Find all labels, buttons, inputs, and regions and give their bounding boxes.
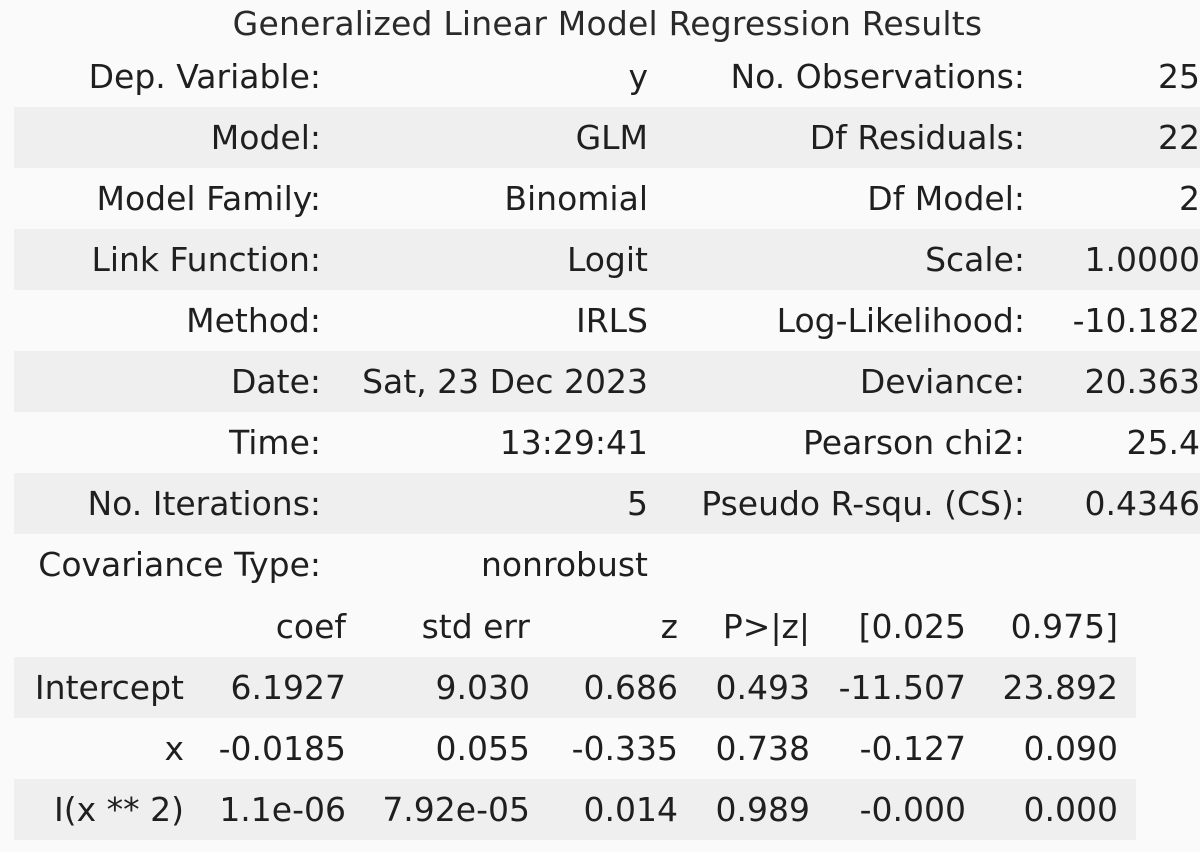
summary-row: Link Function: Logit Scale: 1.0000	[14, 229, 1200, 290]
summary-label: Df Model:	[867, 179, 1025, 218]
coef-cell: 0.014	[530, 779, 678, 840]
summary-label: Link Function:	[14, 229, 321, 290]
summary-label: Df Residuals:	[648, 107, 1025, 168]
coef-cell: 9.030	[346, 657, 530, 718]
summary-label: No. Iterations:	[14, 473, 321, 534]
summary-label: Dep. Variable:	[88, 57, 321, 96]
summary-label: Time:	[229, 423, 321, 462]
term-name: Intercept	[14, 657, 184, 718]
coef-cell: -0.335	[571, 729, 678, 768]
summary-label: Model Family:	[96, 179, 321, 218]
summary-label: Log-Likelihood:	[776, 301, 1025, 340]
summary-row: Covariance Type: nonrobust	[14, 534, 1200, 595]
summary-label: Pearson chi2:	[803, 423, 1025, 462]
summary-value: Binomial	[504, 179, 648, 218]
column-header: 0.975]	[1010, 607, 1118, 646]
coef-row: I(x ** 2) 1.1e-06 7.92e-05 0.014 0.989 -…	[14, 779, 1136, 840]
summary-value: 25.4	[1126, 423, 1200, 462]
term-name: I(x ** 2)	[14, 779, 184, 840]
coef-cell: 0.686	[530, 657, 678, 718]
summary-value: 2	[1179, 179, 1200, 218]
summary-label: Method:	[186, 301, 321, 340]
coef-cell: 7.92e-05	[346, 779, 530, 840]
summary-label	[648, 534, 1025, 595]
summary-row: Date: Sat, 23 Dec 2023 Deviance: 20.363	[14, 351, 1200, 412]
summary-label: Scale:	[648, 229, 1025, 290]
summary-value: -10.182	[1072, 301, 1200, 340]
table-caption: Generalized Linear Model Regression Resu…	[232, 4, 983, 43]
summary-label: Model:	[14, 107, 321, 168]
column-header: std err	[421, 607, 530, 646]
summary-row: Time: 13:29:41 Pearson chi2: 25.4	[14, 412, 1200, 473]
coef-row: x -0.0185 0.055 -0.335 0.738 -0.127 0.09…	[14, 718, 1136, 779]
coef-cell: 0.493	[678, 657, 810, 718]
column-header: coef	[275, 607, 346, 646]
coef-cell: -0.0185	[218, 729, 346, 768]
summary-label: Date:	[14, 351, 321, 412]
summary-label: No. Observations:	[730, 57, 1025, 96]
summary-label: Deviance:	[648, 351, 1025, 412]
summary-row: Dep. Variable: y No. Observations: 25	[14, 46, 1200, 107]
coef-cell: -11.507	[810, 657, 966, 718]
column-header	[14, 596, 184, 657]
summary-value	[1025, 534, 1200, 595]
coef-cell: 23.892	[966, 657, 1136, 718]
column-header: [0.025	[858, 607, 966, 646]
summary-row: Method: IRLS Log-Likelihood: -10.182	[14, 290, 1200, 351]
coef-cell: -0.127	[859, 729, 966, 768]
summary-value: nonrobust	[480, 545, 648, 584]
summary-value: Sat, 23 Dec 2023	[321, 351, 648, 412]
summary-value: 13:29:41	[499, 423, 648, 462]
coef-cell: 1.1e-06	[184, 779, 346, 840]
coef-cell: 0.989	[678, 779, 810, 840]
summary-value: 20.363	[1025, 351, 1200, 412]
coef-cell: 6.1927	[184, 657, 346, 718]
coef-cell: 0.055	[435, 729, 530, 768]
summary-row: No. Iterations: 5 Pseudo R-squ. (CS): 0.…	[14, 473, 1200, 534]
summary-value: 0.4346	[1025, 473, 1200, 534]
summary-value: GLM	[321, 107, 648, 168]
summary-row: Model Family: Binomial Df Model: 2	[14, 168, 1200, 229]
summary-label: Pseudo R-squ. (CS):	[648, 473, 1025, 534]
summary-value: IRLS	[576, 301, 648, 340]
column-header: P>|z|	[722, 607, 810, 646]
summary-label: Covariance Type:	[38, 545, 321, 584]
coef-row: Intercept 6.1927 9.030 0.686 0.493 -11.5…	[14, 657, 1136, 718]
coef-cell: -0.000	[810, 779, 966, 840]
coefficients-table: coef std err z P>|z| [0.025 0.975] Inter…	[14, 596, 1136, 840]
summary-value: Logit	[321, 229, 648, 290]
summary-row: Model: GLM Df Residuals: 22	[14, 107, 1200, 168]
summary-value: 1.0000	[1025, 229, 1200, 290]
coef-cell: 0.738	[715, 729, 810, 768]
summary-value: y	[628, 57, 648, 96]
summary-value: 25	[1158, 57, 1200, 96]
coef-header-row: coef std err z P>|z| [0.025 0.975]	[14, 596, 1136, 657]
model-summary-table: Dep. Variable: y No. Observations: 25 Mo…	[14, 46, 1200, 595]
coef-cell: 0.090	[1023, 729, 1118, 768]
summary-value: 5	[321, 473, 648, 534]
summary-value: 22	[1025, 107, 1200, 168]
column-header: z	[660, 607, 678, 646]
coef-cell: 0.000	[966, 779, 1136, 840]
term-name: x	[164, 729, 184, 768]
